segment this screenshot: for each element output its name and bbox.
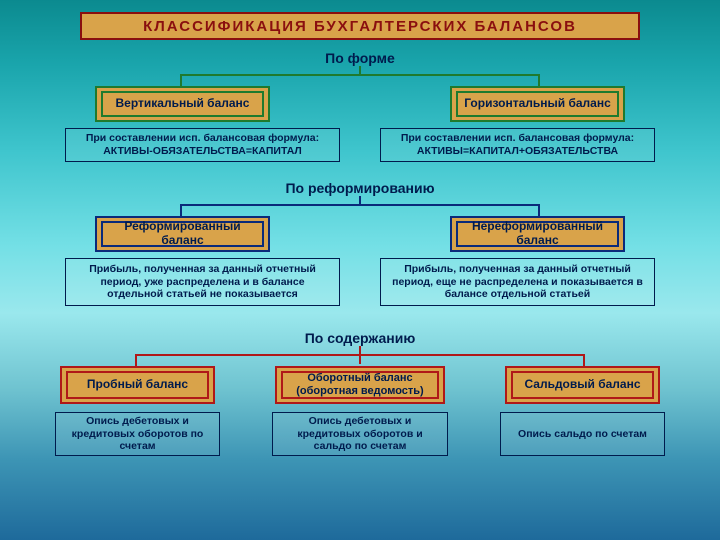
bracket-reform [180, 204, 540, 216]
bracket-stem-3 [359, 346, 361, 354]
desc-horizontal: При составлении исп. балансовая формула:… [380, 128, 655, 162]
title-text: КЛАССИФИКАЦИЯ БУХГАЛТЕРСКИХ БАЛАНСОВ [143, 18, 577, 35]
box-horizontal: Горизонтальный баланс [450, 86, 625, 122]
main-title: КЛАССИФИКАЦИЯ БУХГАЛТЕРСКИХ БАЛАНСОВ [80, 12, 640, 40]
box-trial-label: Пробный баланс [87, 378, 188, 392]
box-turnover-label: Оборотный баланс (оборотная ведомость) [289, 372, 431, 397]
desc-trial: Опись дебетовых и кредитовых оборотов по… [55, 412, 220, 456]
box-vertical-label: Вертикальный баланс [116, 97, 250, 111]
box-unreformed-label: Нереформированный баланс [464, 220, 611, 248]
bracket-stem [359, 66, 361, 74]
desc-vertical: При составлении исп. балансовая формула:… [65, 128, 340, 162]
box-balance: Сальдовый баланс [505, 366, 660, 404]
desc-unreformed: Прибыль, полученная за данный отчетный п… [380, 258, 655, 306]
box-reformed: Реформированный баланс [95, 216, 270, 252]
section-reform-label: По реформированию [270, 180, 450, 196]
box-vertical: Вертикальный баланс [95, 86, 270, 122]
box-balance-label: Сальдовый баланс [524, 378, 640, 392]
box-unreformed: Нереформированный баланс [450, 216, 625, 252]
box-horizontal-label: Горизонтальный баланс [464, 97, 611, 111]
desc-balance: Опись сальдо по счетам [500, 412, 665, 456]
bracket-mid-tick [359, 354, 361, 364]
box-reformed-label: Реформированный баланс [109, 220, 256, 248]
desc-reformed: Прибыль, полученная за данный отчетный п… [65, 258, 340, 306]
section-content-label: По содержанию [290, 330, 430, 346]
bracket-stem-2 [359, 196, 361, 204]
diagram: КЛАССИФИКАЦИЯ БУХГАЛТЕРСКИХ БАЛАНСОВ По … [0, 0, 720, 540]
section-form-label: По форме [300, 50, 420, 66]
box-trial: Пробный баланс [60, 366, 215, 404]
box-turnover: Оборотный баланс (оборотная ведомость) [275, 366, 445, 404]
bracket-form [180, 74, 540, 86]
desc-turnover: Опись дебетовых и кредитовых оборотов и … [272, 412, 448, 456]
